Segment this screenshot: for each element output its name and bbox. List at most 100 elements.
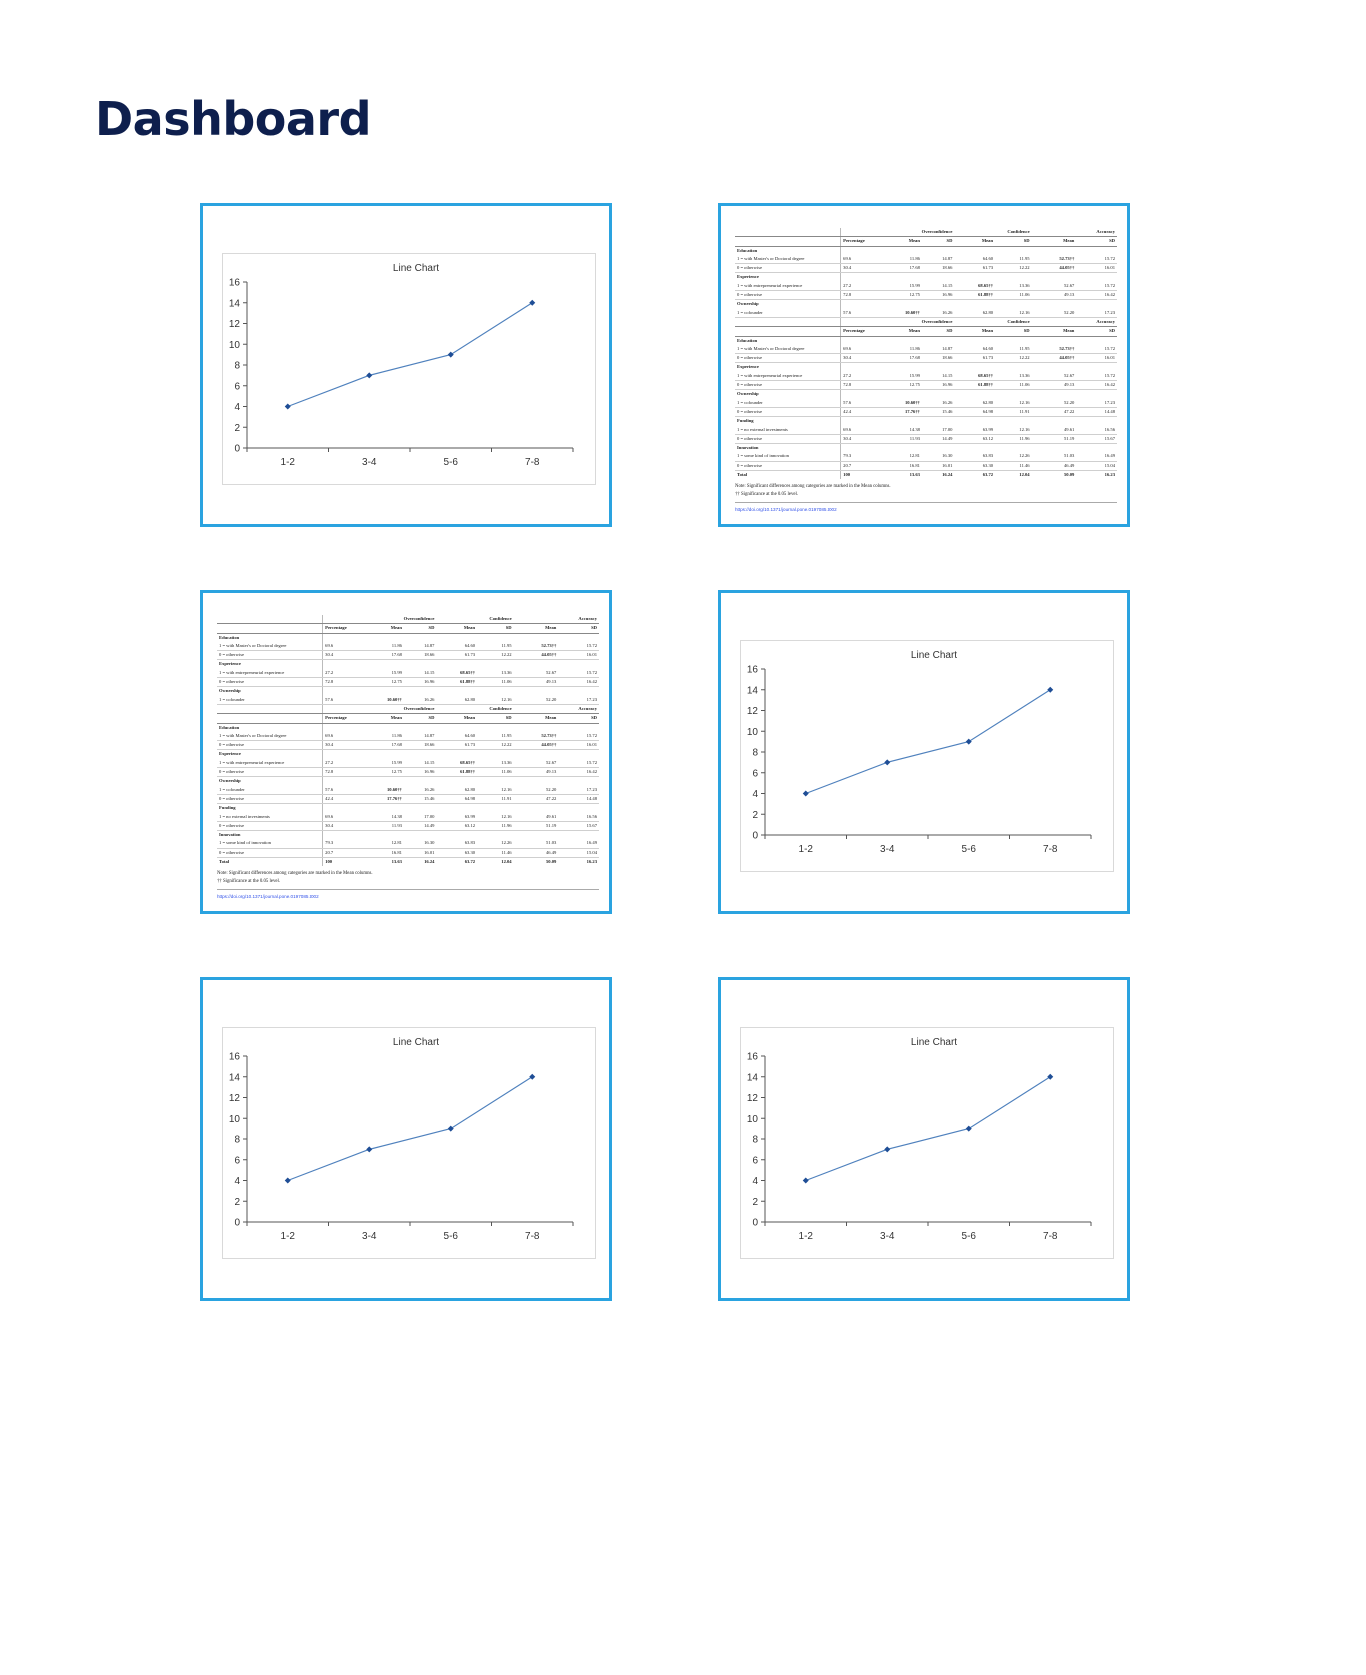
dashboard-card-line-chart[interactable]: Line Chart 0 2 4 6 8 10 12 14 16 1-2 3-4 5-6 7-8	[200, 203, 612, 527]
table-cell	[477, 660, 514, 669]
table-cell	[995, 363, 1032, 372]
table-cell	[436, 750, 477, 759]
dashboard-card-line-chart[interactable]: Line Chart 0 2 4 6 8 10 12 14 16 1-2 3-4 5-6 7-8	[718, 977, 1130, 1301]
table-cell: 61.73	[954, 263, 996, 274]
table-cell	[995, 417, 1032, 426]
table-cell: 14.38	[359, 812, 404, 822]
table-cell: 64.60	[436, 641, 478, 652]
table-section-row: Ownership	[735, 299, 1117, 309]
table-cell	[995, 444, 1032, 453]
chart-title: Line Chart	[393, 263, 439, 274]
x-tick-label: 3-4	[880, 844, 895, 855]
table-cell: 63.30	[954, 461, 996, 472]
y-tick-label: 6	[752, 1155, 758, 1166]
table-cell	[1076, 417, 1117, 426]
table-column-label: Mean	[513, 623, 559, 634]
y-tick-label: 12	[229, 319, 241, 330]
table-cell: 52.20	[513, 695, 559, 705]
table-cell: 49.13	[1031, 290, 1077, 301]
row-label: 0 = otherwise	[735, 290, 842, 301]
table-cell: 69.6	[322, 812, 360, 822]
table-cell: 16.96	[921, 290, 955, 301]
table-cell	[217, 623, 324, 634]
table-cell: 14.15	[921, 371, 955, 382]
table-cell: 17.68	[359, 650, 404, 661]
table-cell: 16.42	[1076, 290, 1117, 301]
row-label: 1 = no external investments	[735, 425, 842, 435]
dashboard-card-table[interactable]: Overconfidence Confidence Accuracy Percenta…	[200, 590, 612, 914]
section-label: Education	[735, 336, 842, 345]
table-cell: 16.01	[403, 848, 437, 859]
dashboard-card-table[interactable]: Overconfidence Confidence Accuracy Percenta…	[718, 203, 1130, 527]
table-cell: 62.80	[954, 308, 996, 318]
table-column-label: SD	[1076, 236, 1117, 247]
series-line	[287, 1076, 533, 1182]
table-cell: 49.13	[513, 677, 559, 688]
table-column-label: Mean	[513, 713, 559, 724]
table-cell	[922, 246, 955, 255]
table-column-label: Mean	[954, 236, 996, 247]
table-cell	[558, 777, 599, 786]
table-column-label: Percentage	[322, 713, 360, 724]
table-cell: 61.88††	[436, 767, 478, 778]
table-section-row: Ownership	[735, 389, 1117, 399]
table-cell	[922, 273, 955, 282]
row-label: 0 = otherwise	[217, 677, 324, 688]
section-label: Ownership	[217, 686, 324, 696]
table-cell	[323, 633, 360, 642]
table-cell	[841, 390, 878, 399]
section-label: Experience	[217, 659, 324, 669]
table-group-label: Accuracy	[1031, 228, 1117, 238]
dashboard-card-line-chart[interactable]: Line Chart 0 2 4 6 8 10 12 14 16 1-2 3-4 5-6 7-8	[200, 977, 612, 1301]
table-cell	[841, 444, 878, 453]
table-cell	[436, 660, 477, 669]
table-cell: 62.80	[436, 695, 478, 705]
table-row: 1 = with Master's or Doctoral degree 69.6…	[217, 641, 599, 652]
table-group-header: Overconfidence Confidence Accuracy	[735, 317, 1117, 328]
line-chart: Line Chart 0 2 4 6 8 10 12 14 16 1-2 3-4 5-6 7-8	[740, 640, 1114, 872]
table-cell	[735, 326, 842, 337]
table-cell: 15.99	[359, 668, 404, 679]
table-cell	[954, 300, 995, 309]
table-cell: 52.67	[1031, 371, 1077, 382]
table-group-header: Overconfidence Confidence Accuracy	[217, 704, 599, 715]
table-cell: 69.6	[840, 254, 878, 265]
table-cell	[477, 633, 514, 642]
table-cell: 12.16	[477, 695, 514, 705]
table-cell	[217, 615, 324, 625]
x-tick-label: 7-8	[525, 457, 540, 468]
y-tick-label: 16	[747, 1052, 759, 1063]
dashboard-card-line-chart[interactable]: Line Chart 0 2 4 6 8 10 12 14 16 1-2 3-4 5-6 7-8	[718, 590, 1130, 914]
table-section-row: Ownership	[217, 686, 599, 696]
table-cell: 16.96	[403, 767, 437, 778]
table-cell: 72.8	[322, 677, 360, 688]
table-cell	[323, 723, 360, 732]
table-cell: 61.88††	[436, 677, 478, 688]
table-group-label: Overconfidence	[359, 704, 437, 715]
table-cell	[477, 777, 514, 786]
doi-link[interactable]: https://doi.org/10.1371/journal.pone.019…	[217, 894, 319, 900]
table-cell: 46.49	[513, 848, 559, 859]
table-cell: 61.88††	[954, 290, 996, 301]
table-cell: 18.66	[921, 263, 955, 274]
y-tick-label: 0	[234, 1218, 240, 1229]
y-tick-label: 0	[234, 444, 240, 455]
table-cell	[841, 336, 878, 345]
data-point	[447, 1125, 454, 1132]
table-column-label: SD	[558, 713, 599, 724]
table-cell: 16.96	[921, 380, 955, 391]
table-cell: 57.6	[840, 308, 878, 318]
table-group-label: Accuracy	[513, 704, 599, 715]
y-tick-label: 12	[747, 1093, 759, 1104]
table-cell: 13.36	[995, 371, 1032, 382]
doi-link[interactable]: https://doi.org/10.1371/journal.pone.019…	[735, 507, 837, 513]
table-cell: 12.16	[477, 785, 514, 795]
table-cell: 68.65††	[954, 281, 996, 292]
table-cell: 68.65††	[954, 371, 996, 382]
table-cell: 61.73	[436, 650, 478, 661]
table-cell	[359, 660, 404, 669]
table-cell	[436, 723, 477, 732]
table-cell: 16.30	[921, 452, 955, 462]
table-cell: 52.67	[1031, 281, 1077, 292]
table-cell: 12.75	[359, 677, 404, 688]
